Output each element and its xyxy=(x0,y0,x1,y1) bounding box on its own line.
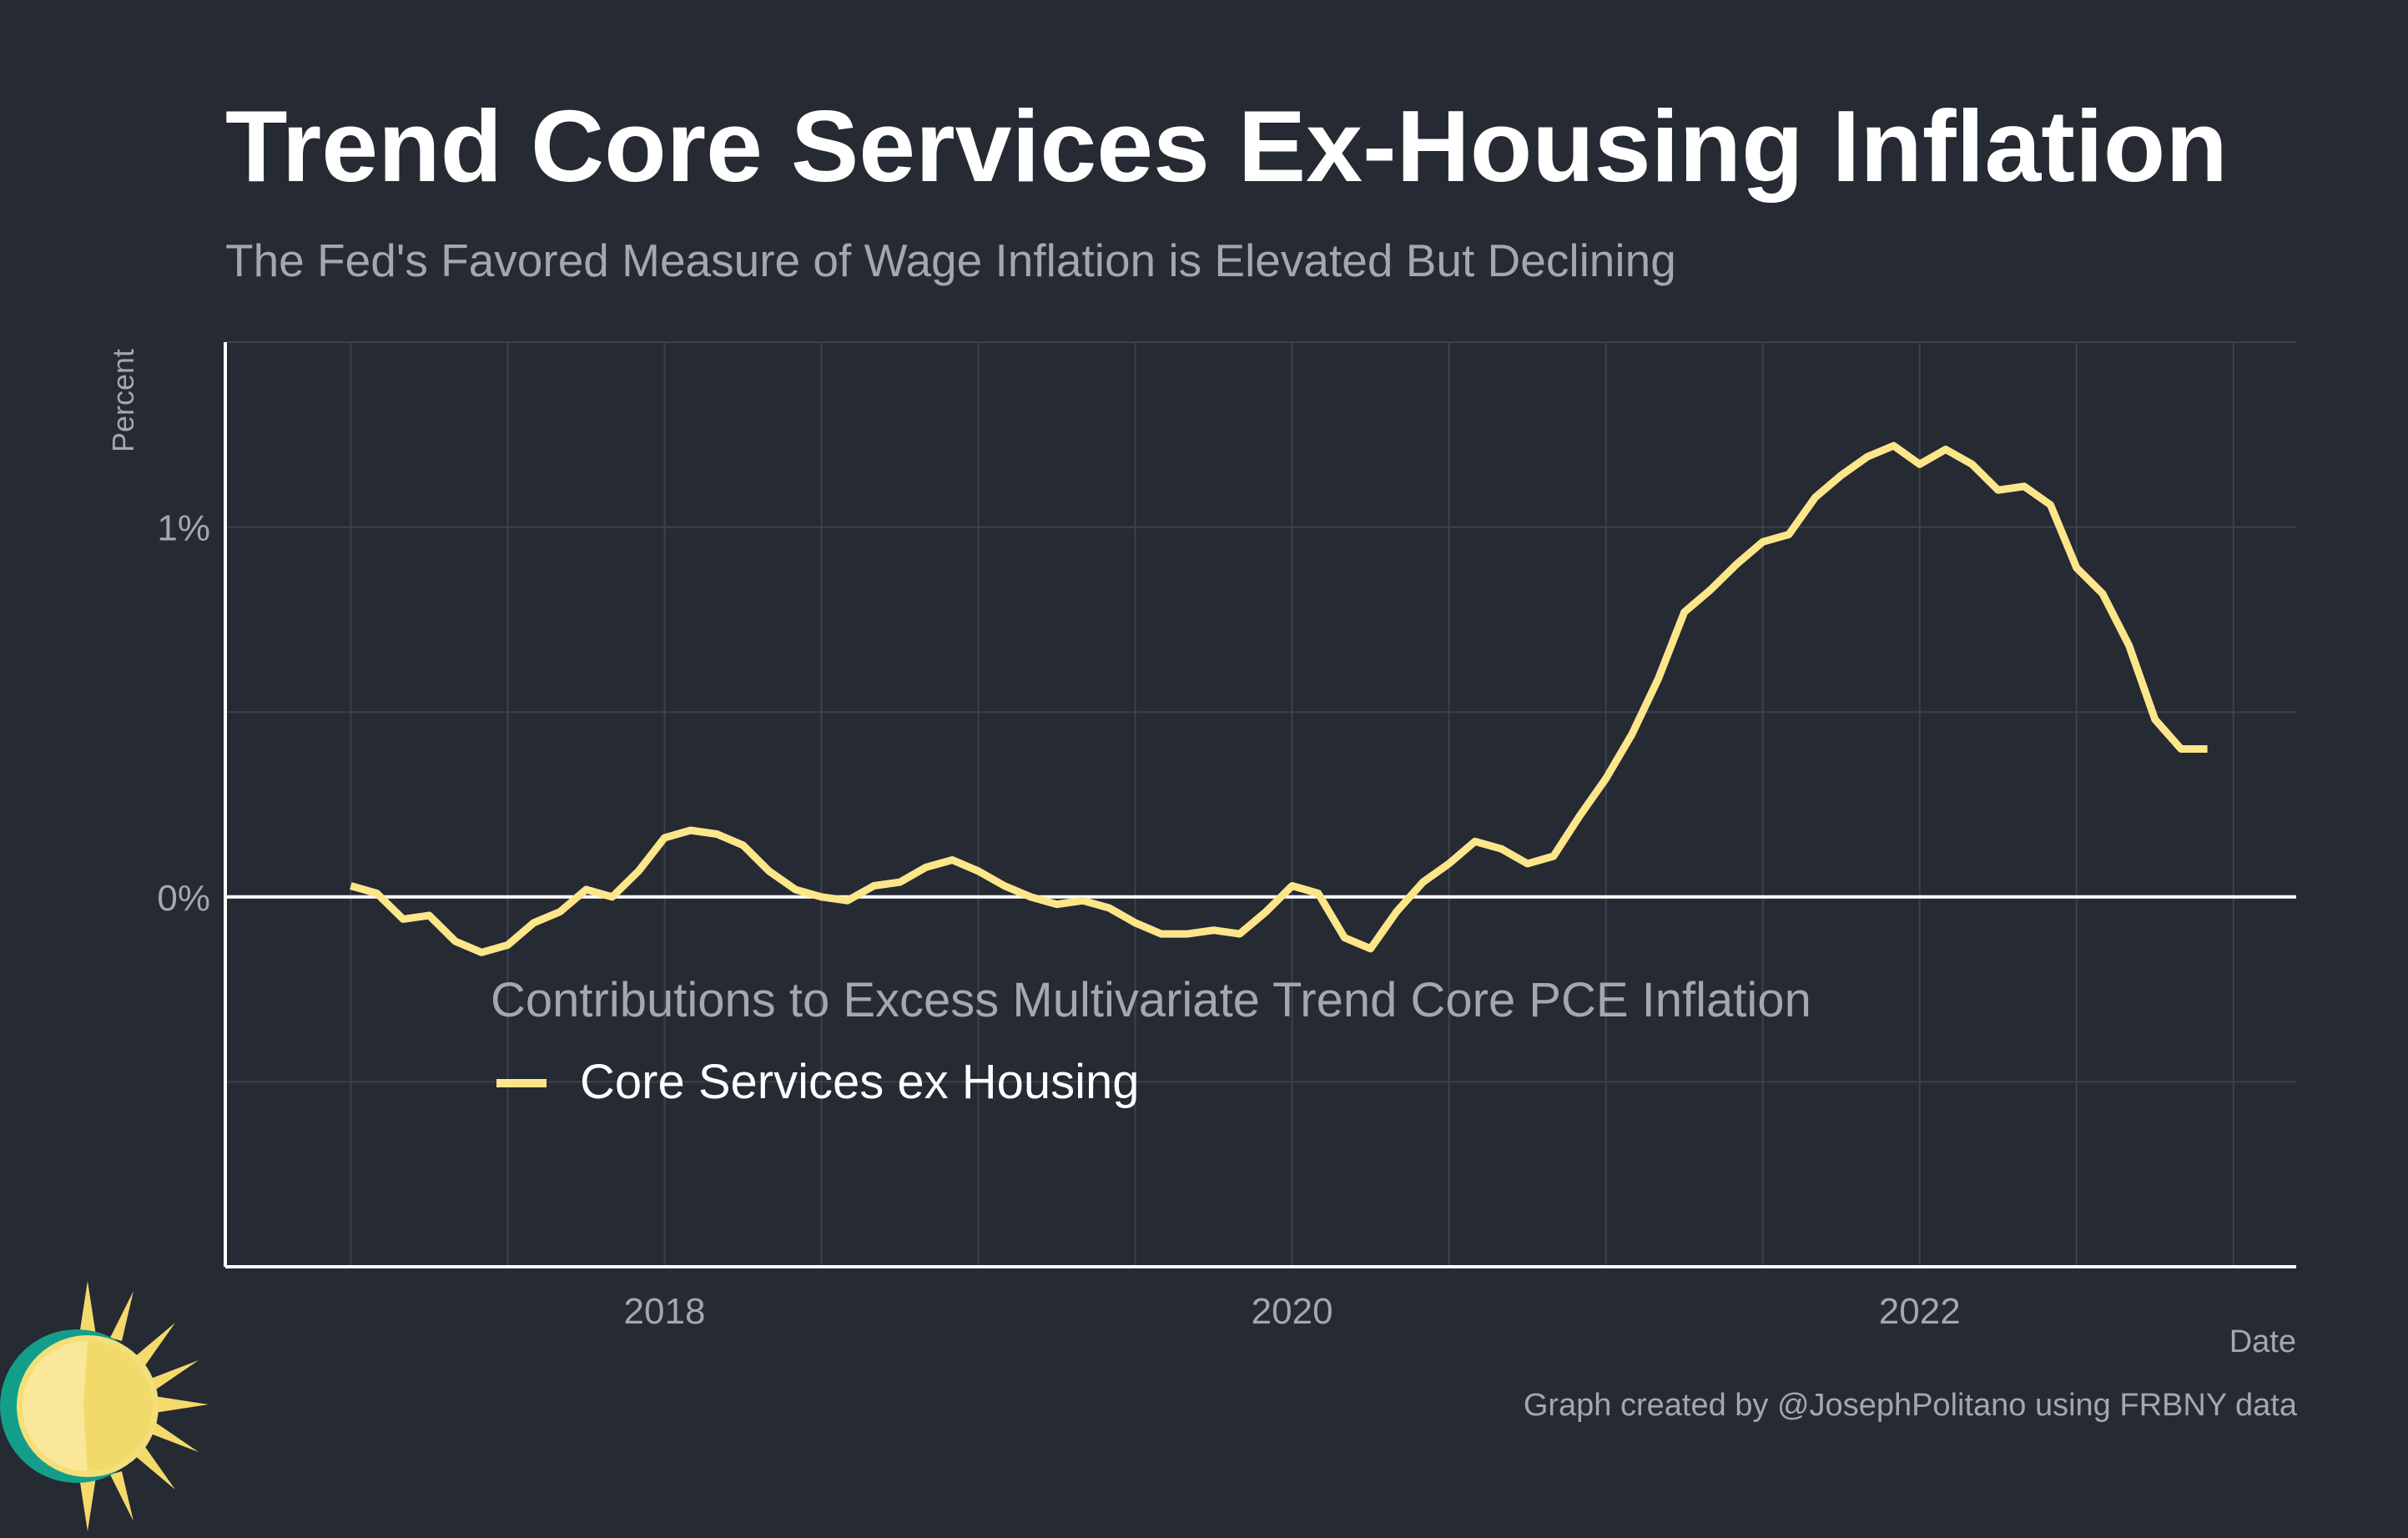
x-tick-label: 2022 xyxy=(1879,1291,1961,1332)
series-layer xyxy=(350,441,2208,956)
y-tick-label: 0% xyxy=(157,878,210,919)
y-tick-label: 1% xyxy=(157,508,210,549)
series-line-core-services-ex-housing[interactable] xyxy=(350,441,2208,956)
y-tick-labels: 0% 1% xyxy=(157,508,210,919)
sun-logo-icon xyxy=(0,1281,209,1531)
x-tick-labels: 2018 2020 2022 xyxy=(624,1291,1961,1332)
x-tick-label: 2018 xyxy=(624,1291,706,1332)
credit-text: Graph created by @JosephPolitano using F… xyxy=(1523,1388,2297,1423)
chart-subtitle: The Fed's Favored Measure of Wage Inflat… xyxy=(225,234,1676,286)
chart-title: Trend Core Services Ex-Housing Inflation xyxy=(225,89,2228,203)
x-axis-label: Date xyxy=(2229,1324,2296,1359)
grid-lines xyxy=(225,341,2296,1267)
axes xyxy=(224,342,2296,1268)
legend-entry-label[interactable]: Core Services ex Housing xyxy=(580,1055,1140,1109)
y-axis-label: Percent xyxy=(106,349,140,452)
legend-title: Contributions to Excess Multivariate Tre… xyxy=(491,973,1811,1027)
x-tick-label: 2020 xyxy=(1252,1291,1333,1332)
